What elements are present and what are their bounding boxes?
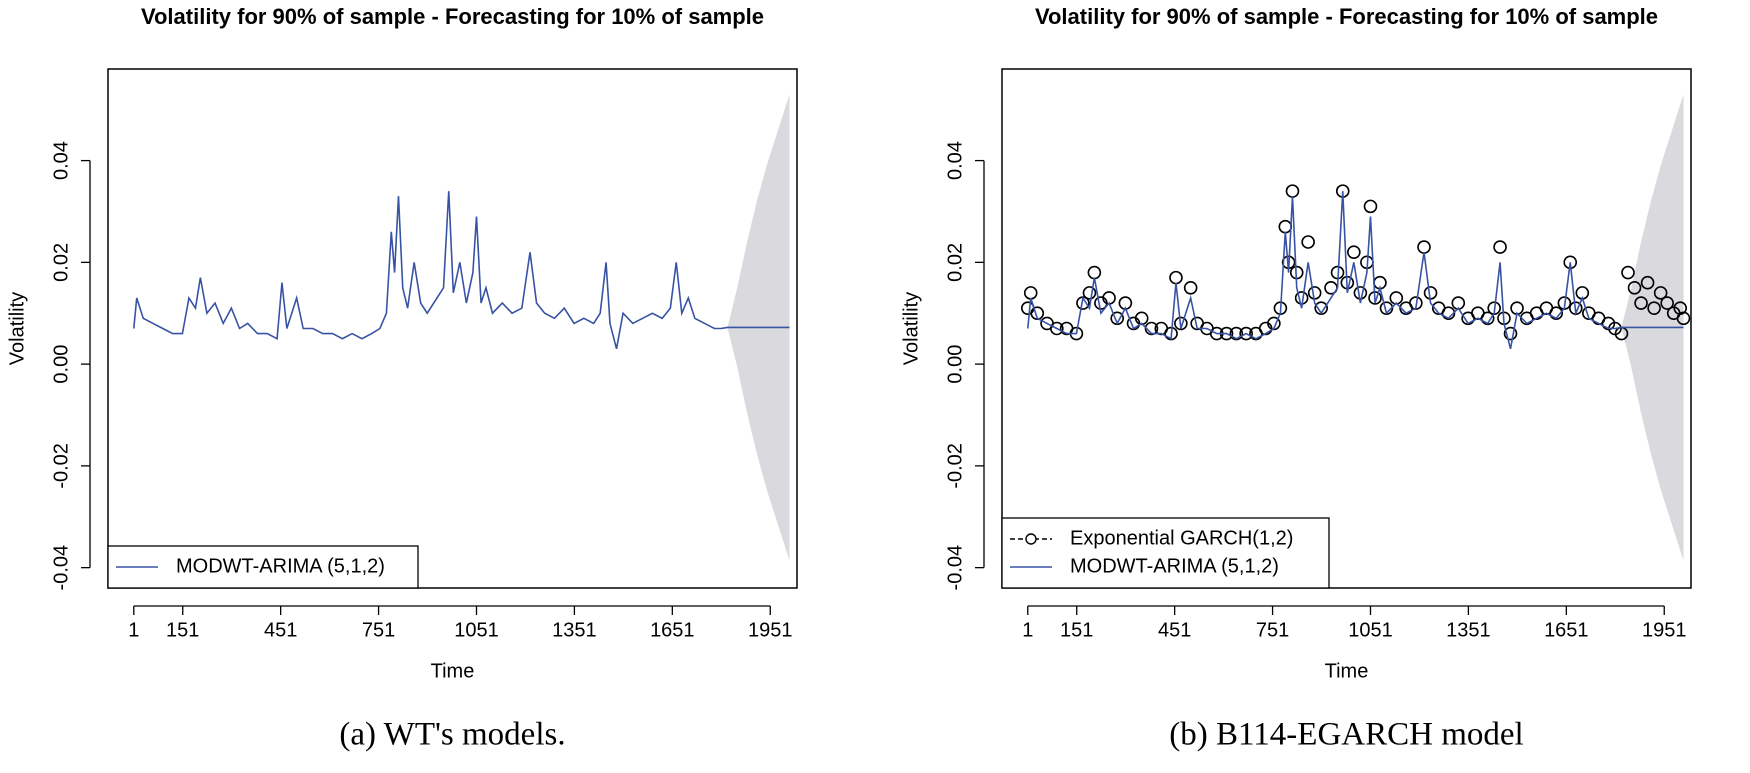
legend-label: Exponential GARCH(1,2) — [1070, 527, 1293, 549]
point — [1307, 286, 1322, 300]
point — [1087, 265, 1102, 280]
x-tick-label: 1951 — [748, 619, 793, 641]
chart-title: Volatility for 90% of sample - Forecasti… — [1035, 4, 1658, 29]
caption: (a) WT's models. — [339, 717, 565, 753]
y-tick-label: 0.02 — [50, 243, 72, 282]
point — [1493, 240, 1507, 254]
y-tick-label: -0.02 — [50, 443, 72, 489]
point — [1640, 275, 1655, 290]
x-tick-label: 451 — [1158, 619, 1191, 641]
point — [1239, 326, 1253, 341]
x-tick-label: 151 — [1060, 619, 1093, 641]
point — [1634, 296, 1648, 310]
point — [1169, 270, 1183, 285]
x-tick-label: 1 — [1022, 619, 1033, 641]
point — [1347, 245, 1361, 259]
y-tick-label: -0.02 — [944, 443, 966, 489]
point — [1353, 286, 1368, 300]
panel: Volatility for 90% of sample - Forecasti… — [900, 4, 1692, 753]
panel: Volatility for 90% of sample - Forecasti… — [6, 4, 798, 753]
point — [1229, 326, 1244, 341]
x-tick-label: 1351 — [552, 619, 597, 641]
point — [1285, 184, 1300, 198]
series-line — [1026, 191, 1684, 350]
point — [1676, 311, 1691, 326]
chart-title: Volatility for 90% of sample - Forecasti… — [141, 4, 764, 29]
legend-label: MODWT-ARIMA (5,1,2) — [1070, 555, 1279, 577]
point — [1549, 306, 1564, 321]
x-axis-label: Time — [1325, 660, 1369, 682]
legend-marker — [1025, 533, 1037, 545]
y-tick-label: 0.00 — [50, 345, 72, 384]
point — [1023, 286, 1038, 300]
caption: (b) B114-EGARCH model — [1169, 717, 1523, 753]
point — [1174, 316, 1188, 331]
point — [1164, 326, 1178, 341]
y-tick-label: 0.02 — [944, 243, 966, 282]
point — [1653, 286, 1668, 300]
legend-box — [1001, 517, 1330, 589]
plot-frame — [107, 68, 798, 589]
point — [1480, 311, 1495, 326]
x-tick-label: 1651 — [1544, 619, 1589, 641]
series-line — [132, 191, 790, 350]
x-tick-label: 751 — [1256, 619, 1289, 641]
y-tick-label: -0.04 — [944, 545, 966, 591]
x-tick-label: 1051 — [1348, 619, 1393, 641]
point — [1647, 301, 1661, 315]
point — [1363, 199, 1378, 214]
x-tick-label: 1051 — [454, 619, 499, 641]
plot-frame — [1001, 68, 1692, 589]
point — [1503, 326, 1518, 341]
point — [1409, 296, 1423, 310]
point — [1301, 235, 1315, 249]
x-tick-label: 1651 — [650, 619, 695, 641]
x-axis-label: Time — [431, 660, 475, 682]
point — [1621, 265, 1635, 280]
point — [1082, 286, 1097, 300]
y-tick-label: -0.04 — [50, 545, 72, 591]
point — [1030, 306, 1045, 321]
point — [1417, 240, 1431, 254]
x-tick-label: 1 — [128, 619, 139, 641]
legend-box — [107, 545, 419, 589]
y-axis-label: Volatility — [6, 292, 28, 365]
y-tick-label: 0.04 — [944, 141, 966, 180]
y-axis-label: Volatility — [900, 292, 922, 365]
x-tick-label: 751 — [362, 619, 395, 641]
x-tick-label: 1351 — [1446, 619, 1491, 641]
point — [1627, 280, 1642, 295]
point — [1660, 296, 1674, 310]
x-tick-label: 151 — [166, 619, 199, 641]
x-tick-label: 1951 — [1642, 619, 1687, 641]
y-tick-label: 0.04 — [50, 141, 72, 180]
y-tick-label: 0.00 — [944, 345, 966, 384]
point — [1278, 219, 1293, 234]
x-tick-label: 451 — [264, 619, 297, 641]
point — [1050, 321, 1064, 336]
point — [1183, 280, 1198, 295]
legend-label: MODWT-ARIMA (5,1,2) — [176, 555, 385, 577]
